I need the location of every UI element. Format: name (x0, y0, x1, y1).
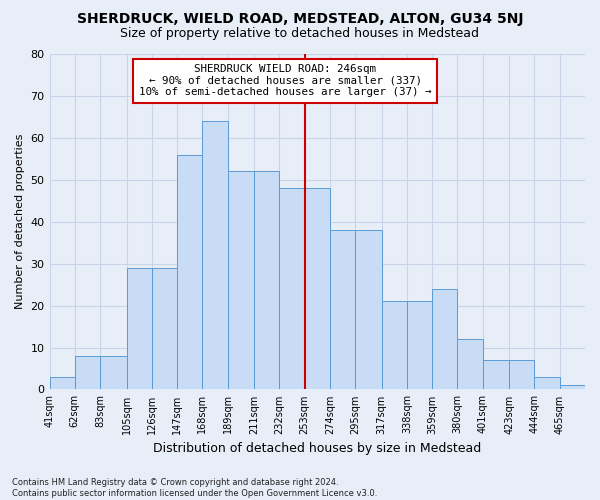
Bar (202, 121, 227, 390)
Bar (407, 302, 432, 390)
Bar (254, 172, 280, 390)
X-axis label: Distribution of detached houses by size in Medstead: Distribution of detached houses by size … (153, 442, 481, 455)
Bar (100, 356, 127, 390)
Bar (280, 188, 305, 390)
Text: Size of property relative to detached houses in Medstead: Size of property relative to detached ho… (121, 28, 479, 40)
Bar (227, 172, 254, 390)
Y-axis label: Number of detached properties: Number of detached properties (15, 134, 25, 310)
Bar (535, 377, 560, 390)
Bar (152, 268, 177, 390)
Bar (457, 339, 483, 390)
Bar (509, 360, 535, 390)
Text: SHERDRUCK, WIELD ROAD, MEDSTEAD, ALTON, GU34 5NJ: SHERDRUCK, WIELD ROAD, MEDSTEAD, ALTON, … (77, 12, 523, 26)
Text: SHERDRUCK WIELD ROAD: 246sqm
← 90% of detached houses are smaller (337)
10% of s: SHERDRUCK WIELD ROAD: 246sqm ← 90% of de… (139, 64, 431, 98)
Bar (382, 302, 407, 390)
Text: Contains HM Land Registry data © Crown copyright and database right 2024.
Contai: Contains HM Land Registry data © Crown c… (12, 478, 377, 498)
Bar (177, 154, 202, 390)
Bar (432, 289, 457, 390)
Bar (50, 377, 75, 390)
Bar (330, 230, 355, 390)
Bar (560, 385, 585, 390)
Bar (305, 188, 330, 390)
Bar (483, 360, 509, 390)
Bar (355, 230, 382, 390)
Bar (127, 268, 152, 390)
Bar (75, 356, 100, 390)
